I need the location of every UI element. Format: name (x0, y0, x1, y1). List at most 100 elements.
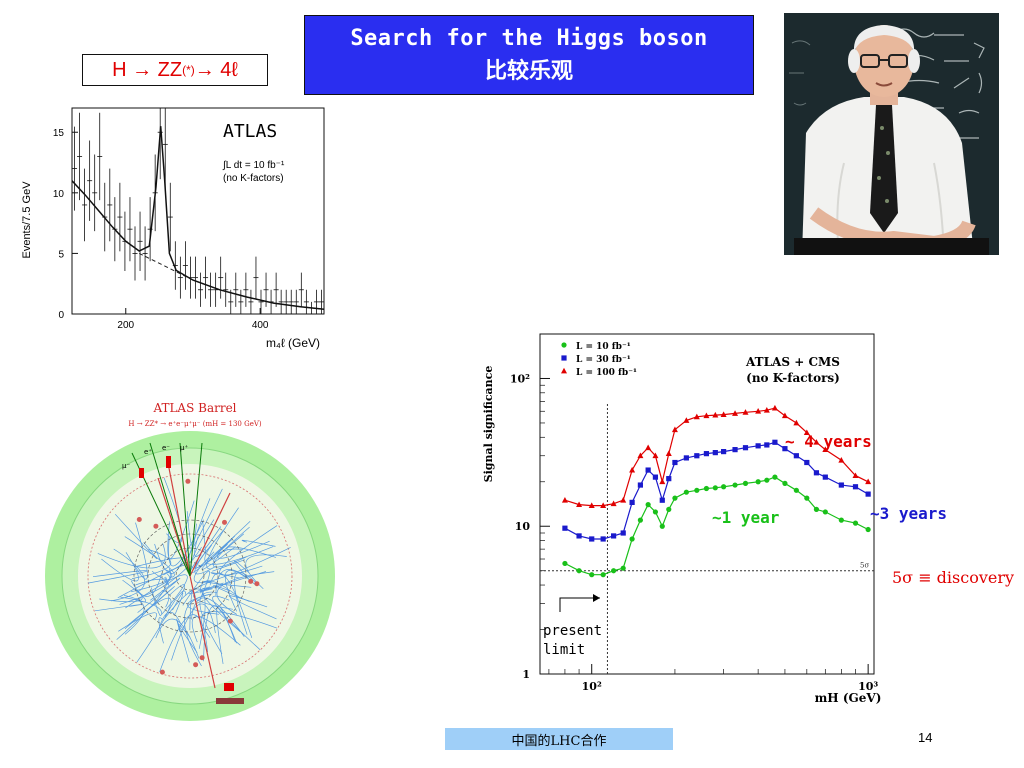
data-point-2-9 (652, 452, 659, 459)
data-point-2-22 (771, 404, 778, 411)
calo-deposit-8 (248, 578, 254, 584)
y-tick-label-0: 1 (522, 668, 530, 681)
track-label-mu-plus: μ⁺ (180, 444, 188, 452)
track-43 (118, 612, 157, 632)
track-83 (202, 520, 207, 556)
series-line-2 (564, 407, 869, 507)
data-point-1-29 (852, 484, 859, 490)
track-76 (212, 526, 250, 568)
data-point-0-9 (652, 509, 659, 515)
legend: L = 10 fb⁻¹ L = 30 fb⁻¹ L = 100 fb⁻¹ (561, 342, 637, 378)
track-58 (199, 591, 223, 654)
data-point-0-11 (666, 506, 672, 513)
track-73 (194, 548, 217, 575)
present-limit-arrowhead (593, 594, 600, 602)
annotation-discovery: 5σ ≡ discovery (892, 568, 1015, 587)
data-point-1-15 (703, 451, 710, 457)
data-point-1-14 (694, 453, 700, 459)
track-46 (228, 595, 277, 620)
data-point-2-20 (755, 408, 762, 414)
chart-subtitle: (no K-factors) (746, 371, 840, 385)
track-75 (137, 577, 181, 613)
y-tick-label-2: 10² (510, 372, 530, 385)
data-point-1-11 (666, 476, 672, 482)
data-point-2-21 (763, 406, 770, 413)
page-subtitle: 比较乐观 (484, 59, 573, 84)
data-point-1-1 (576, 533, 582, 539)
data-point-0-18 (732, 482, 738, 488)
track-88 (169, 584, 185, 596)
data-point-2-8 (645, 444, 652, 451)
annotation-four-years: ~ 4 years (785, 432, 872, 451)
track-68 (206, 507, 239, 570)
data-point-0-3 (600, 572, 606, 578)
signal-fit-curve (71, 126, 325, 310)
data-point-2-13 (683, 417, 690, 423)
page-number: 14 (918, 730, 933, 745)
data-point-1-21 (764, 442, 770, 448)
data-point-1-12 (672, 459, 678, 466)
chart-title: ATLAS + CMS (745, 355, 840, 369)
data-point-0-10 (659, 523, 665, 529)
track-74 (187, 593, 219, 615)
data-point-1-24 (793, 453, 799, 459)
data-point-1-28 (838, 482, 844, 488)
y-axis-label: Events/7.5 GeV (21, 181, 33, 259)
data-point-2-14 (693, 413, 700, 420)
track-51 (204, 544, 274, 565)
track-41 (119, 573, 170, 605)
present-limit-line1: present (543, 623, 603, 639)
data-point-0-20 (755, 479, 761, 485)
data-point-0-21 (764, 477, 770, 483)
data-point-0-19 (742, 480, 749, 486)
data-point-2-24 (793, 419, 800, 426)
data-point-2-27 (822, 446, 829, 453)
x-tick-label-400: 400 (252, 320, 269, 331)
data-point-2-15 (703, 412, 710, 419)
data-point-1-16 (712, 450, 718, 456)
data-point-2-23 (781, 412, 788, 419)
data-point-2-17 (720, 411, 727, 417)
legend-marker-2 (561, 367, 567, 374)
event-display-title: ATLAS Barrel (152, 401, 236, 415)
calo-deposit-9 (199, 655, 205, 661)
track-69 (158, 617, 164, 644)
data-point-0-16 (712, 485, 718, 491)
track-34 (216, 539, 270, 559)
y-tick-label-15: 15 (53, 128, 65, 139)
k-factor-label: (no K-factors) (223, 173, 284, 184)
series-1 (562, 439, 871, 542)
data-point-2-6 (629, 466, 636, 473)
luminosity-label: ∫L dt = 10 fb⁻¹ (222, 160, 285, 171)
track-67 (193, 547, 291, 584)
five-sigma-tag: 5σ (860, 562, 869, 570)
plot-frame (539, 333, 875, 675)
data-point-1-23 (782, 446, 788, 452)
data-point-1-9 (652, 474, 659, 480)
data-point-2-4 (610, 500, 617, 507)
data-point-0-27 (822, 509, 828, 515)
channel-prefix: H → ZZ (112, 58, 183, 81)
data-point-0-25 (804, 495, 810, 501)
footer-label: 中国的LHC合作 (445, 728, 673, 750)
present-limit-line2: limit (543, 642, 586, 658)
data-point-1-26 (813, 470, 820, 476)
data-point-1-25 (804, 459, 810, 466)
data-point-2-3 (600, 502, 607, 508)
data-point-1-17 (721, 448, 727, 455)
data-point-0-12 (672, 495, 678, 501)
data-point-2-29 (852, 472, 859, 479)
y-tick-label-1: 10 (515, 520, 531, 533)
data-point-0-0 (562, 560, 568, 567)
track-65 (130, 573, 163, 597)
data-point-2-7 (637, 452, 644, 459)
data-point-1-6 (629, 499, 635, 505)
data-point-0-28 (838, 517, 844, 523)
track-10 (167, 500, 195, 559)
data-point-1-30 (865, 491, 871, 497)
data-point-0-8 (645, 502, 651, 508)
data-point-2-5 (620, 497, 627, 503)
annotation-three-years: ~3 years (870, 504, 948, 523)
y-tick-label-10: 10 (53, 189, 65, 200)
track-87 (131, 549, 172, 579)
